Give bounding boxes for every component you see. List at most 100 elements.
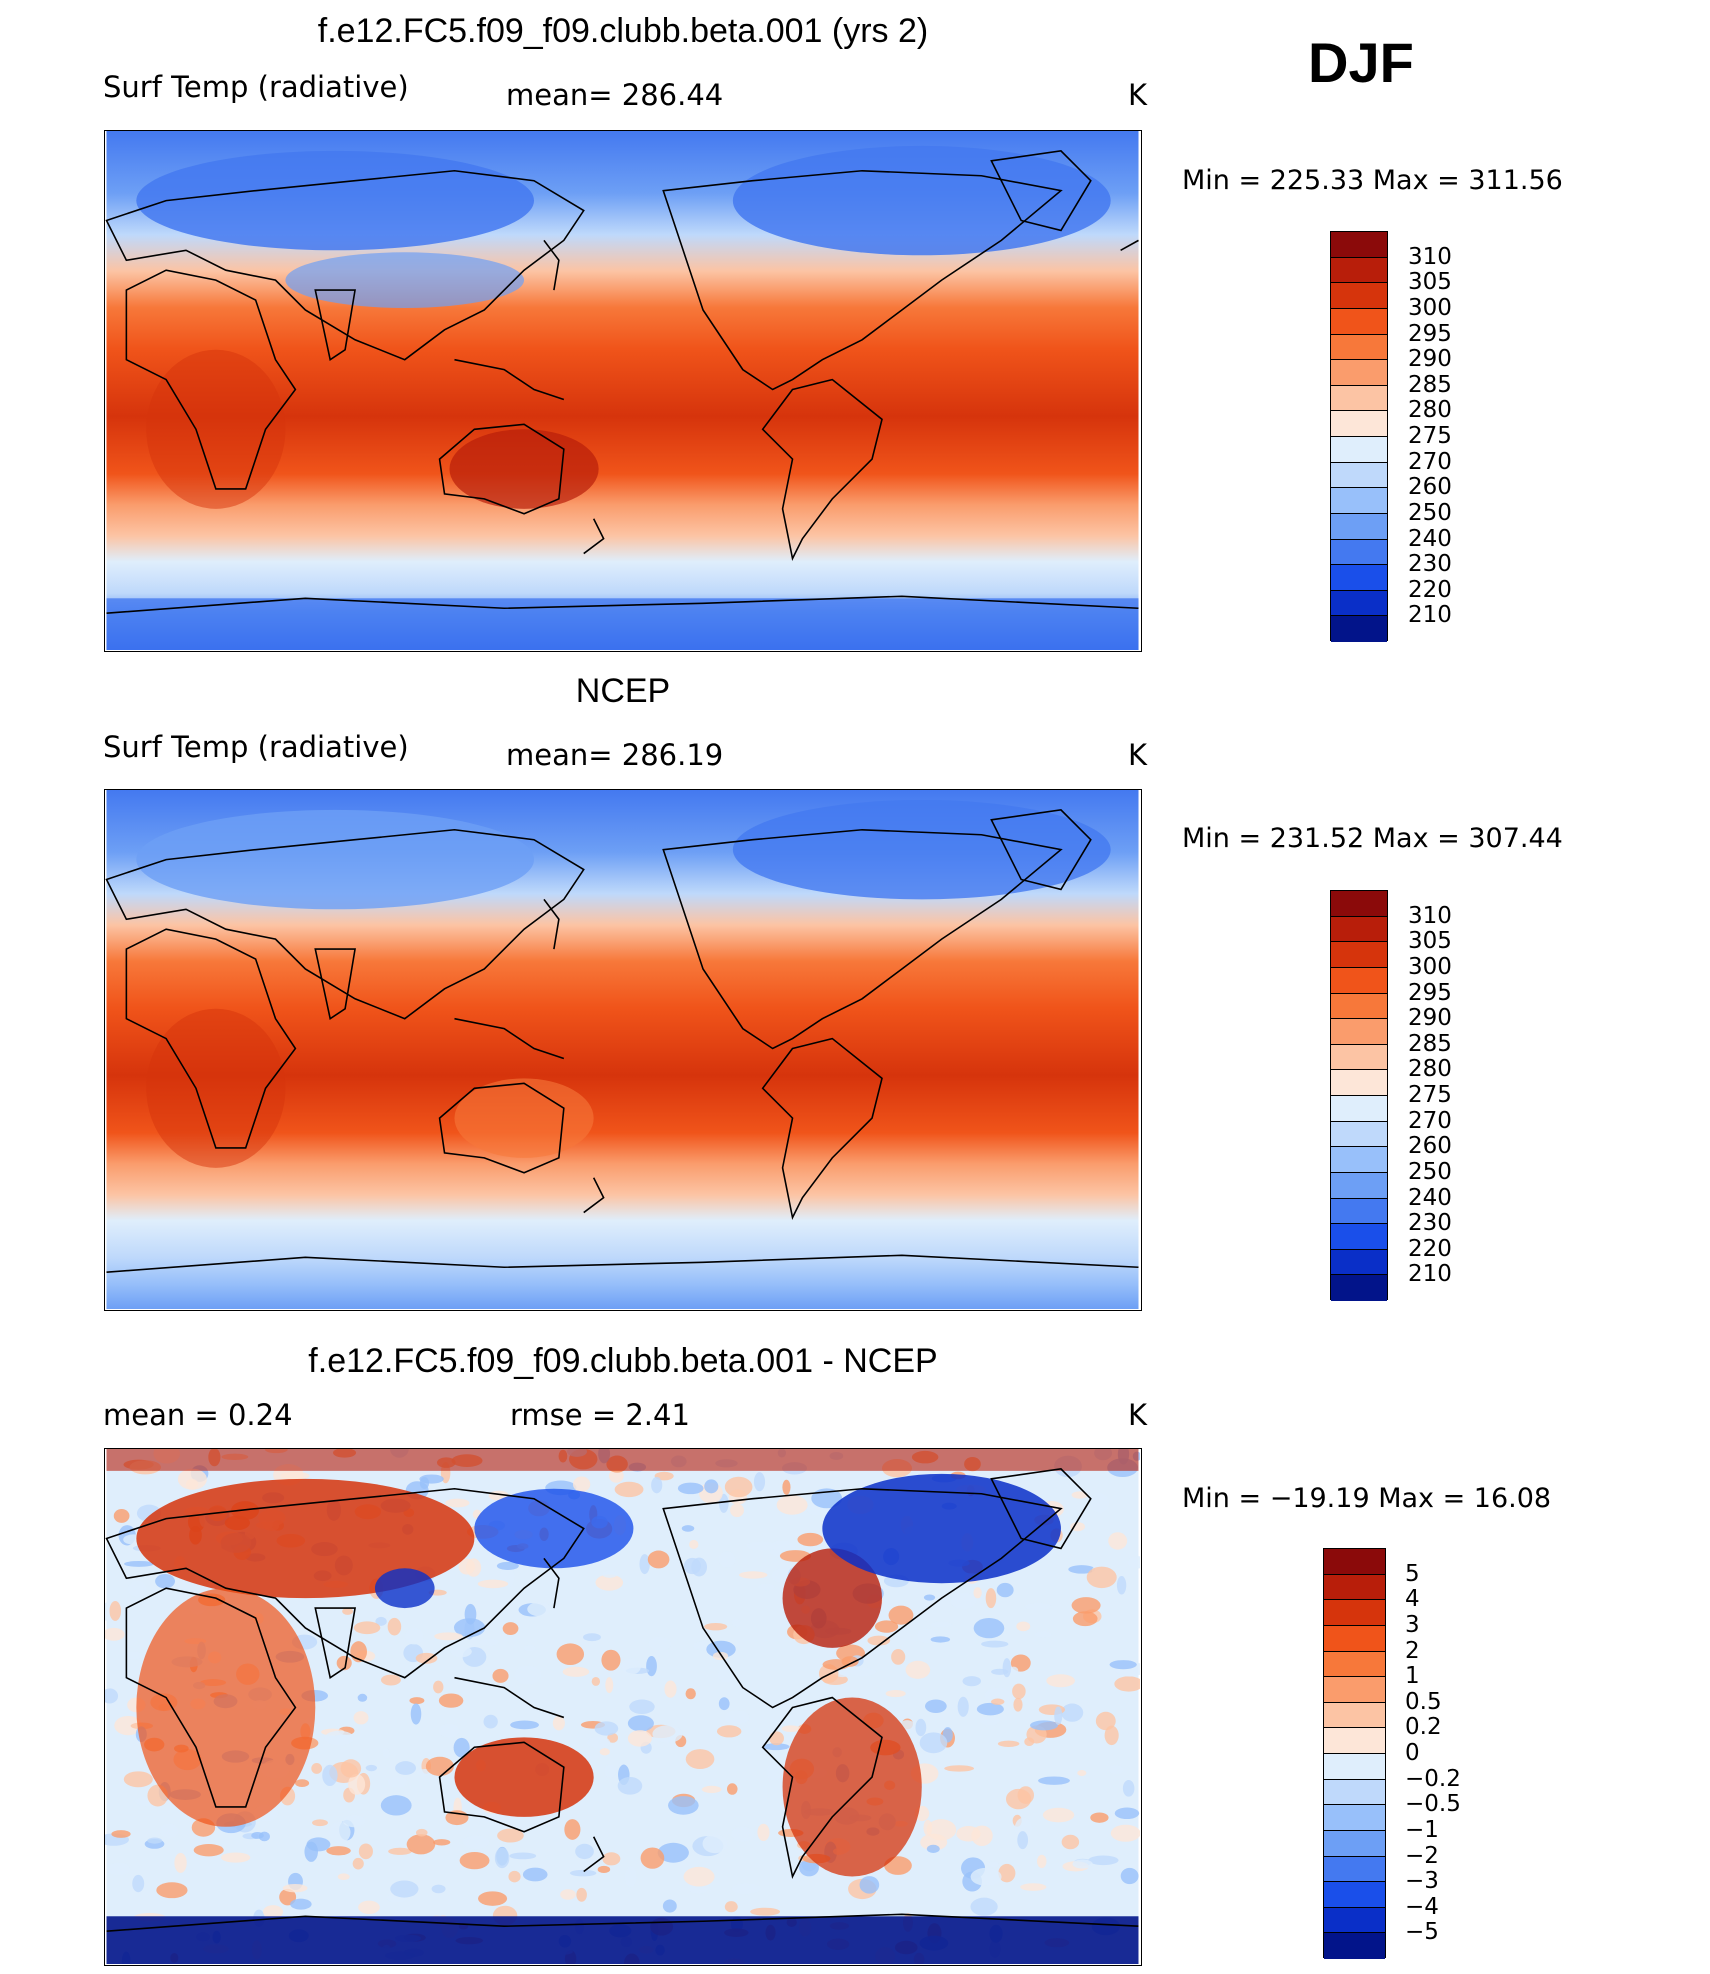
speckle-blob — [915, 1718, 927, 1737]
speckle-blob — [683, 1557, 701, 1575]
speckle-blob — [395, 1761, 417, 1775]
panel3-minmax: Min = −19.19 Max = 16.08 — [1182, 1483, 1552, 1514]
colorbar-tick-label: −3 — [1405, 1868, 1439, 1895]
speckle-blob — [608, 1468, 624, 1483]
speckle-blob — [365, 1764, 378, 1772]
speckle-blob — [753, 1472, 766, 1492]
speckle-blob — [438, 1723, 460, 1738]
colorbar-segment — [1331, 360, 1387, 386]
speckle-blob — [109, 1601, 122, 1621]
speckle-blob — [1017, 1831, 1029, 1850]
colorbar-segment — [1331, 565, 1387, 591]
speckle-blob — [979, 1716, 1000, 1726]
colorbar-segment — [1324, 1933, 1385, 1959]
colorbar-segment — [1331, 257, 1387, 284]
speckle-blob — [159, 1823, 179, 1839]
speckle-blob — [614, 1481, 644, 1498]
speckle-blob — [1114, 1807, 1140, 1820]
speckle-blob — [718, 1551, 736, 1568]
speckle-blob — [174, 1852, 187, 1873]
speckle-blob — [704, 1622, 728, 1631]
colorbar-segment — [1331, 590, 1387, 617]
speckle-blob — [874, 1620, 899, 1633]
colorbar-tick-label: 260 — [1408, 1133, 1452, 1160]
speckle-blob — [786, 1872, 803, 1882]
colorbar-segment — [1331, 891, 1387, 917]
speckle-blob — [1034, 1630, 1052, 1638]
speckle-blob — [562, 1666, 590, 1677]
speckle-blob — [352, 1857, 364, 1870]
speckle-blob — [1016, 1621, 1031, 1632]
colorbar-segment — [1324, 1856, 1385, 1883]
speckle-blob — [822, 1659, 850, 1670]
colorbar-tick-label: 4 — [1405, 1586, 1420, 1613]
speckle-blob — [919, 1732, 948, 1754]
speckle-blob — [991, 1698, 1005, 1705]
panel2-colorbar-segments — [1330, 890, 1388, 1301]
colorbar-tick-label: 295 — [1408, 979, 1452, 1006]
speckle-blob — [434, 1632, 463, 1641]
speckle-blob — [438, 1693, 464, 1708]
speckle-blob — [502, 1622, 519, 1636]
panel1-units: K — [1128, 78, 1148, 112]
colorbar-tick-label: 280 — [1408, 397, 1452, 424]
speckle-blob — [677, 1482, 704, 1495]
speckle-blob — [1008, 1666, 1019, 1675]
speckle-blob — [147, 1837, 163, 1844]
panel2-map — [104, 789, 1142, 1311]
speckle-blob — [375, 1616, 387, 1626]
speckle-blob — [514, 1665, 542, 1685]
speckle-blob — [312, 1819, 328, 1827]
speckle-blob — [835, 1670, 850, 1678]
speckle-blob — [771, 1568, 790, 1583]
colorbar-tick-label: 5 — [1405, 1560, 1420, 1587]
speckle-blob — [750, 1907, 780, 1916]
colorbar-tick-label: 310 — [1408, 902, 1452, 929]
speckle-blob — [712, 1651, 729, 1661]
speckle-blob — [132, 1874, 145, 1893]
speckle-blob — [726, 1783, 738, 1795]
speckle-blob — [353, 1711, 369, 1725]
colorbar-segment — [1324, 1677, 1385, 1703]
speckle-blob — [431, 1884, 446, 1894]
speckle-blob — [601, 1649, 621, 1671]
panel2-units: K — [1128, 738, 1148, 772]
speckle-blob — [599, 1748, 610, 1756]
speckle-blob — [905, 1660, 931, 1679]
speckle-blob — [769, 1731, 784, 1746]
speckle-blob — [1036, 1854, 1047, 1869]
speckle-blob — [885, 1689, 906, 1698]
speckle-blob — [496, 1561, 519, 1570]
speckle-blob — [702, 1834, 728, 1854]
speckle-blob — [652, 1725, 683, 1743]
speckle-blob — [1054, 1706, 1063, 1725]
speckle-blob — [629, 1699, 655, 1715]
colorbar-tick-label: −2 — [1405, 1842, 1439, 1869]
speckle-blob — [329, 1821, 351, 1844]
panel1-map — [104, 130, 1142, 652]
speckle-blob — [944, 1765, 975, 1772]
speckle-blob — [509, 1852, 537, 1860]
speckle-blob — [662, 1899, 677, 1913]
colorbar-segment — [1331, 1019, 1387, 1045]
speckle-blob — [324, 1730, 354, 1746]
speckle-blob — [991, 1668, 1009, 1675]
speckle-blob — [1120, 1867, 1139, 1885]
colorbar-segment — [1331, 1172, 1387, 1199]
speckle-blob — [111, 1830, 131, 1838]
speckle-blob — [923, 1594, 936, 1601]
speckle-blob — [867, 1635, 891, 1646]
speckle-blob — [410, 1703, 422, 1725]
speckle-blob — [387, 1776, 409, 1788]
panel3-title: f.e12.FC5.f09_f09.clubb.beta.001 - NCEP — [308, 1342, 938, 1380]
colorbar-tick-label: 290 — [1408, 346, 1452, 373]
colorbar-tick-label: 230 — [1408, 1210, 1452, 1237]
speckle-blob — [602, 1852, 621, 1866]
speckle-blob — [458, 1558, 476, 1575]
speckle-blob — [640, 1847, 665, 1869]
colorbar-tick-label: 295 — [1408, 320, 1452, 347]
speckle-blob — [425, 1756, 454, 1776]
speckle-blob — [340, 1759, 362, 1778]
colorbar-tick-label: −1 — [1405, 1816, 1439, 1843]
speckle-blob — [988, 1861, 999, 1868]
